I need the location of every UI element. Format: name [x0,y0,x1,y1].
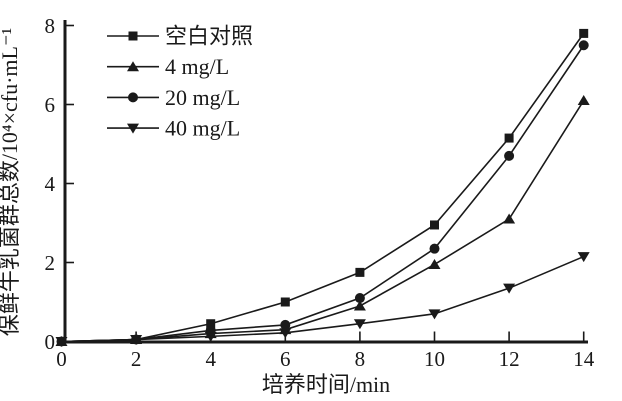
square-marker-icon [128,31,138,41]
x-axis-label: 培养时间/min [262,372,390,397]
x-tick-label: 6 [280,347,291,371]
triangle-up-marker-icon [428,258,441,269]
series-circle [56,40,589,347]
triangle-down-marker-icon [279,328,292,339]
legend-label: 4 mg/L [165,54,229,79]
legend-item: 4 mg/L [107,54,229,79]
x-tick-label: 12 [499,347,520,371]
data-series-group [55,28,590,347]
legend-label: 空白对照 [165,24,253,49]
legend: 空白对照 4 mg/L 20 mg/L 40 mg/L [107,24,253,141]
square-marker-icon [504,133,514,143]
triangle-down-marker-icon [503,283,516,294]
series-triangle-up [55,95,590,346]
triangle-down-marker-icon [130,335,143,346]
square-marker-icon [355,267,365,277]
y-tick-label: 6 [45,93,56,117]
triangle-up-marker-icon [353,300,366,311]
axes [62,20,588,344]
x-tick-label: 2 [131,347,142,371]
legend-item: 40 mg/L [107,116,240,141]
x-tick-label: 4 [205,347,216,371]
circle-marker-icon [128,92,138,103]
square-marker-icon [430,220,439,230]
circle-marker-icon [354,293,365,304]
x-tick-label: 0 [56,347,67,371]
series-square [57,28,589,346]
x-axis-ticks: 0 2 4 6 8 10 12 14 [56,331,595,371]
y-tick-label: 8 [45,14,56,38]
circle-marker-icon [280,319,291,330]
legend-label: 40 mg/L [165,116,240,141]
triangle-up-marker-icon [503,213,516,224]
legend-item: 空白对照 [107,24,253,49]
triangle-down-marker-icon [55,337,68,347]
legend-item: 20 mg/L [107,85,240,110]
legend-label: 20 mg/L [165,85,240,110]
x-tick-label: 10 [424,347,445,371]
triangle-down-marker-icon [577,252,590,263]
square-marker-icon [206,319,216,329]
square-marker-icon [579,28,589,38]
series-line [61,44,585,343]
x-tick-label: 14 [573,347,595,371]
series-line [61,255,585,343]
series-triangle-down [55,252,590,347]
y-tick-label: 4 [45,172,56,196]
triangle-down-marker-icon [127,123,139,134]
y-tick-label: 2 [45,251,56,275]
circle-marker-icon [429,243,440,254]
y-axis-label: 保鲜牛乳菌群总数/10⁴×cfu·mL⁻¹ [0,28,22,336]
circle-marker-icon [504,150,515,161]
triangle-up-marker-icon [127,61,139,72]
y-axis-ticks: 0 2 4 6 8 [45,14,74,354]
y-tick-label: 0 [45,330,56,354]
triangle-down-marker-icon [353,319,366,330]
square-marker-icon [280,297,290,307]
series-line [61,32,585,343]
circle-marker-icon [578,40,589,51]
triangle-down-marker-icon [428,309,441,320]
triangle-up-marker-icon [577,95,590,106]
x-tick-label: 8 [355,347,366,371]
triangle-down-marker-icon [204,331,217,342]
